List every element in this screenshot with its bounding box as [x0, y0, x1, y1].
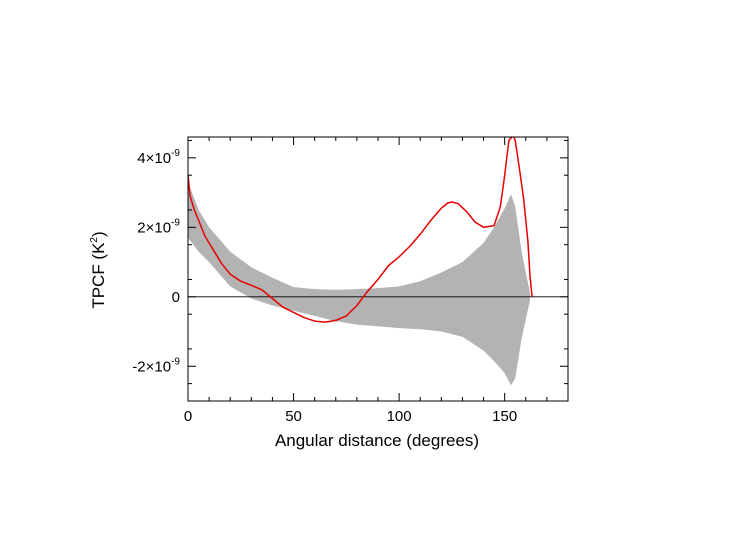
y-axis-label: TPCF (K2) [89, 231, 108, 308]
x-tick-label: 0 [184, 408, 192, 425]
y-axis-label-main: TPCF (K [89, 242, 108, 309]
y-axis-label-sup: 2 [89, 237, 100, 243]
axes: 0 50 100 150 -2×10-9 0 2×10-9 4×10-9 [132, 136, 569, 425]
x-axis-label: Angular distance (degrees) [275, 431, 479, 450]
x-tick-label: 100 [387, 408, 412, 425]
y-tick-label: 4×10-9 [137, 148, 180, 167]
uncertainty-band [188, 182, 530, 386]
plot-area [188, 137, 568, 386]
y-axis-label-end: ) [89, 231, 108, 237]
x-tick-label: 150 [492, 408, 517, 425]
x-tick-label: 50 [285, 408, 302, 425]
tpcf-curve [188, 137, 533, 323]
y-tick-label: -2×10-9 [132, 356, 180, 375]
y-tick-label: 0 [172, 289, 180, 306]
y-tick-label: 2×10-9 [137, 217, 180, 236]
